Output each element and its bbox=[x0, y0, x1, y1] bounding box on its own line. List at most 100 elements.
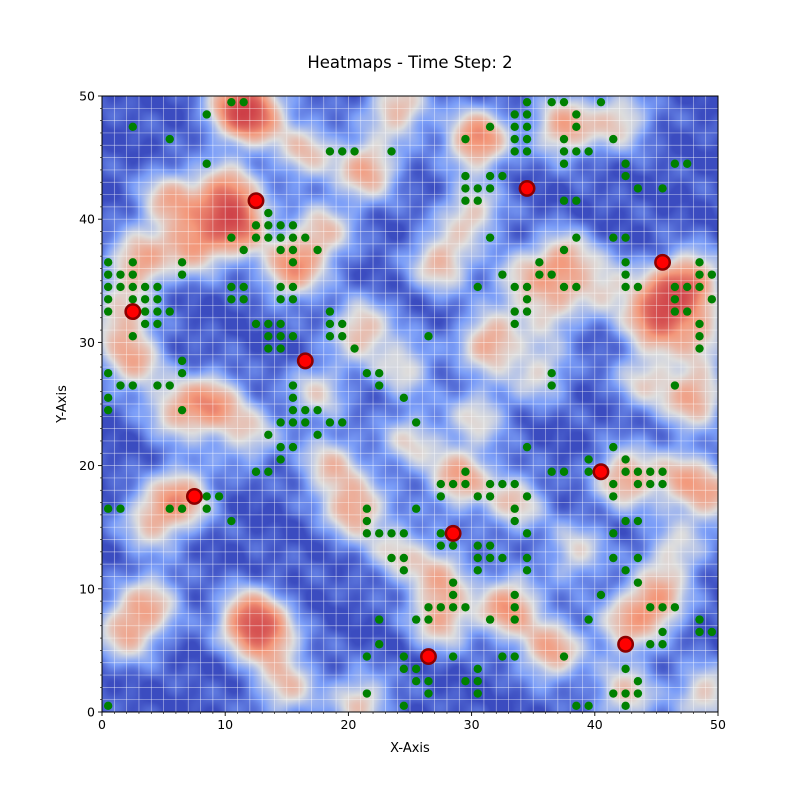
agent-point bbox=[436, 541, 445, 550]
agent-point bbox=[510, 282, 519, 292]
agent-point bbox=[288, 245, 298, 255]
agent-point bbox=[276, 221, 285, 230]
agent-point bbox=[276, 442, 285, 452]
agent-point bbox=[128, 295, 137, 304]
y-axis: 0 10 20 30 40 50 bbox=[79, 89, 102, 720]
agent-point bbox=[202, 504, 211, 513]
agent-point bbox=[498, 270, 507, 279]
agent-point bbox=[399, 553, 409, 563]
agent-point bbox=[177, 258, 187, 267]
agent-point bbox=[485, 615, 495, 624]
agent-point bbox=[633, 467, 643, 476]
agent-point bbox=[498, 553, 507, 563]
agent-point bbox=[288, 233, 298, 242]
agent-point bbox=[670, 159, 680, 168]
agent-point bbox=[264, 208, 273, 218]
agent-point bbox=[572, 110, 581, 119]
x-tick-label: 30 bbox=[464, 717, 480, 732]
agent-point bbox=[387, 529, 396, 538]
agent-point bbox=[670, 381, 680, 390]
agent-point bbox=[621, 455, 630, 464]
agent-point bbox=[670, 282, 680, 292]
agent-point bbox=[621, 664, 630, 674]
agent-point bbox=[338, 332, 347, 341]
agent-point bbox=[153, 282, 162, 292]
agent-point bbox=[633, 282, 643, 292]
agent-point bbox=[103, 369, 113, 378]
agent-point bbox=[559, 196, 569, 205]
agent-point bbox=[288, 282, 298, 292]
agent-point bbox=[522, 97, 532, 107]
agent-point bbox=[325, 307, 335, 316]
agent-point bbox=[288, 258, 298, 267]
agent-point bbox=[621, 233, 630, 242]
agent-point bbox=[510, 134, 519, 144]
agent-point bbox=[461, 479, 470, 489]
agent-point bbox=[264, 467, 273, 476]
agent-point bbox=[387, 553, 396, 563]
agent-point bbox=[707, 295, 717, 304]
x-axis: 0 10 20 30 40 50 bbox=[98, 712, 726, 732]
agent-point bbox=[559, 245, 569, 255]
agent-point bbox=[227, 295, 236, 304]
agent-point bbox=[522, 307, 532, 316]
agent-point bbox=[473, 677, 482, 686]
agent-point bbox=[177, 369, 187, 378]
agent-point bbox=[399, 701, 409, 711]
agent-point bbox=[559, 134, 569, 144]
agent-point bbox=[461, 184, 470, 193]
agent-point bbox=[547, 97, 556, 107]
agent-point bbox=[633, 553, 643, 563]
target-point bbox=[617, 635, 635, 653]
agent-point bbox=[670, 307, 680, 316]
agent-point bbox=[695, 344, 704, 353]
agent-point bbox=[325, 319, 335, 329]
agent-point bbox=[683, 307, 692, 316]
agent-point bbox=[559, 97, 569, 107]
agent-point bbox=[276, 332, 285, 341]
agent-point bbox=[436, 603, 445, 612]
agent-point bbox=[646, 479, 655, 489]
agent-point bbox=[276, 233, 285, 242]
y-tick-label: 50 bbox=[79, 89, 95, 104]
agent-point bbox=[103, 307, 113, 316]
agent-point bbox=[547, 270, 556, 279]
agent-point bbox=[362, 504, 372, 513]
agent-point bbox=[695, 319, 704, 329]
agent-point bbox=[276, 245, 285, 255]
agent-point bbox=[473, 664, 482, 674]
agent-point bbox=[116, 270, 125, 279]
y-tick-label: 30 bbox=[79, 335, 95, 350]
agent-point bbox=[288, 418, 298, 427]
agent-point bbox=[436, 529, 445, 538]
agent-point bbox=[510, 652, 519, 661]
agent-point bbox=[621, 467, 630, 476]
agent-point bbox=[153, 295, 162, 304]
agent-point bbox=[153, 381, 162, 390]
agent-point bbox=[621, 701, 630, 711]
agent-point bbox=[239, 245, 248, 255]
agent-point bbox=[707, 270, 717, 279]
agent-point bbox=[301, 418, 310, 427]
agent-point bbox=[448, 541, 458, 550]
agent-point bbox=[510, 615, 519, 624]
agent-point bbox=[140, 282, 150, 292]
agent-point bbox=[227, 97, 236, 107]
agent-point bbox=[301, 405, 310, 415]
agent-point bbox=[103, 504, 113, 513]
agent-point bbox=[633, 578, 643, 587]
x-axis-label: X-Axis bbox=[390, 741, 430, 756]
agent-point bbox=[609, 553, 618, 563]
agent-point bbox=[288, 221, 298, 230]
agent-point bbox=[461, 467, 470, 476]
agent-point bbox=[116, 381, 125, 390]
agent-point bbox=[338, 418, 347, 427]
agent-point bbox=[559, 159, 569, 168]
x-tick-label: 0 bbox=[98, 717, 106, 732]
agent-point bbox=[116, 282, 125, 292]
agent-point bbox=[448, 603, 458, 612]
agent-point bbox=[140, 295, 150, 304]
agent-point bbox=[498, 171, 507, 181]
agent-point bbox=[522, 282, 532, 292]
